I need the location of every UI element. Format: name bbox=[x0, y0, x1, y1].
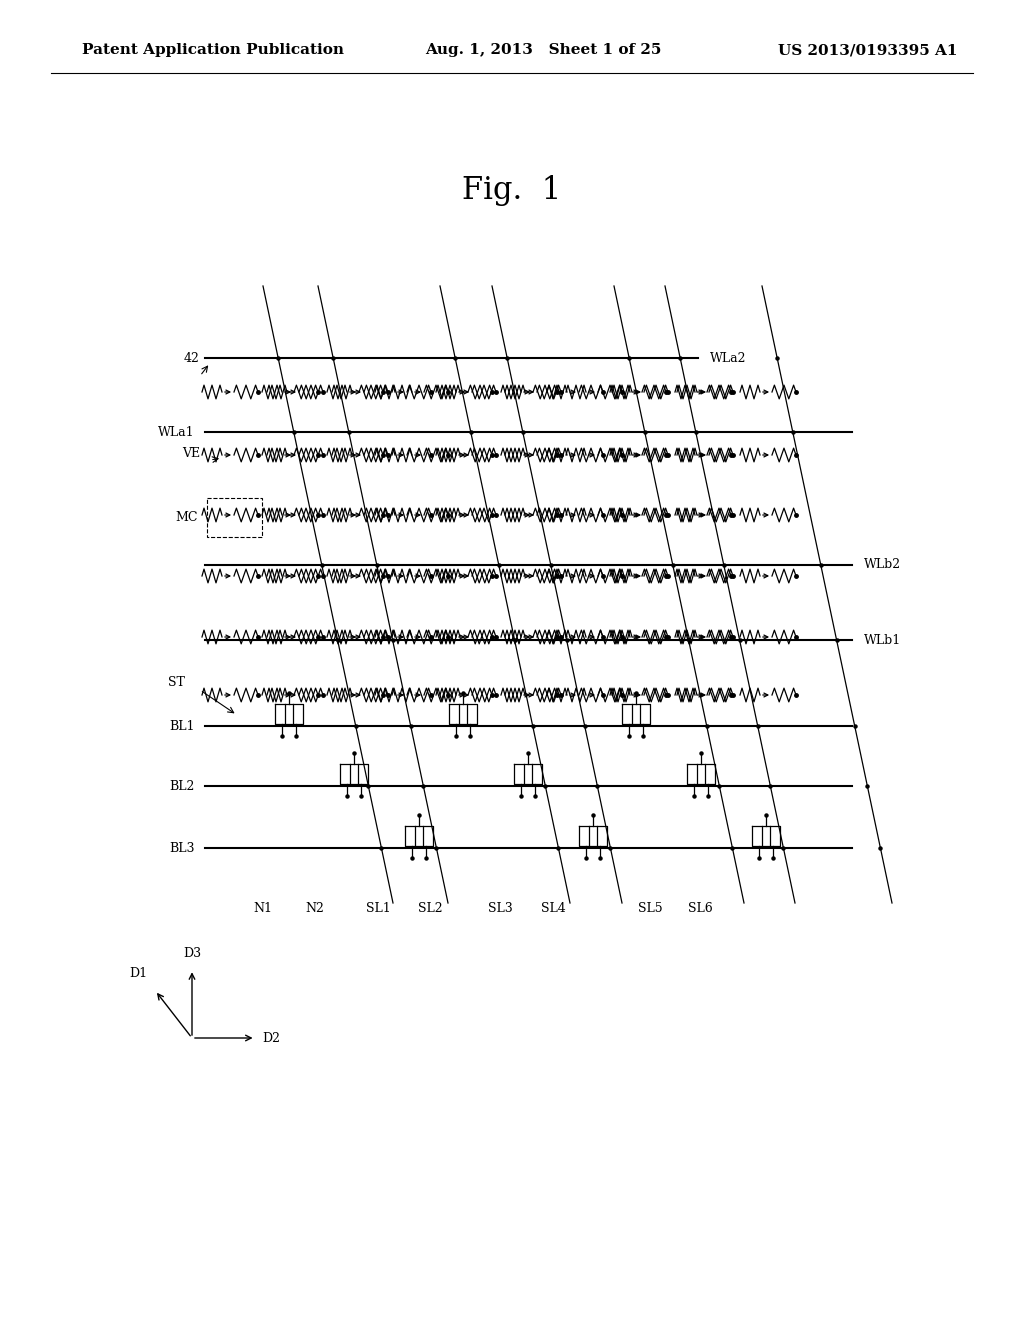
Text: BL3: BL3 bbox=[169, 842, 195, 854]
Text: SL5: SL5 bbox=[638, 902, 663, 915]
Text: WLb2: WLb2 bbox=[864, 558, 901, 572]
Text: ST: ST bbox=[168, 676, 185, 689]
Text: SL6: SL6 bbox=[688, 902, 713, 915]
Text: SL3: SL3 bbox=[487, 902, 512, 915]
Text: SL1: SL1 bbox=[366, 902, 390, 915]
Text: 42: 42 bbox=[184, 351, 200, 364]
Text: N1: N1 bbox=[254, 902, 272, 915]
Text: BL2: BL2 bbox=[169, 780, 195, 792]
Text: D2: D2 bbox=[262, 1031, 281, 1044]
Text: SL2: SL2 bbox=[418, 902, 442, 915]
Text: Fig.  1: Fig. 1 bbox=[463, 174, 561, 206]
Text: WLb1: WLb1 bbox=[864, 634, 901, 647]
Text: WLa2: WLa2 bbox=[711, 351, 746, 364]
Text: SL4: SL4 bbox=[541, 902, 565, 915]
Text: MC: MC bbox=[175, 511, 198, 524]
Text: WLa1: WLa1 bbox=[158, 425, 195, 438]
Text: D1: D1 bbox=[129, 968, 147, 979]
Text: N2: N2 bbox=[305, 902, 325, 915]
Text: VE: VE bbox=[182, 446, 200, 459]
Text: US 2013/0193395 A1: US 2013/0193395 A1 bbox=[778, 44, 957, 57]
Text: Patent Application Publication: Patent Application Publication bbox=[82, 44, 344, 57]
Text: BL1: BL1 bbox=[169, 719, 195, 733]
Text: Aug. 1, 2013   Sheet 1 of 25: Aug. 1, 2013 Sheet 1 of 25 bbox=[425, 44, 662, 57]
Text: D3: D3 bbox=[183, 948, 201, 960]
